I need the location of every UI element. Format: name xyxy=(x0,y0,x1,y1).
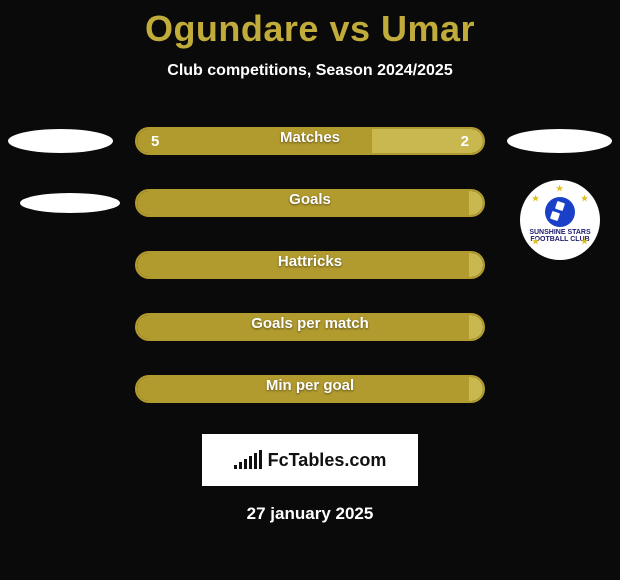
stat-bar-right: 2 xyxy=(372,129,483,153)
stat-bar: 52Matches xyxy=(135,127,485,155)
player-right-marker xyxy=(507,129,612,153)
stat-bar: Goals xyxy=(135,189,485,217)
stat-bar-left xyxy=(137,191,469,215)
snapshot-date: 27 january 2025 xyxy=(0,504,620,524)
stat-right-value: 2 xyxy=(461,133,469,150)
stat-left-value: 5 xyxy=(151,133,159,150)
stat-bar-left xyxy=(137,315,469,339)
stat-bar-right xyxy=(469,253,483,277)
stat-bar-right xyxy=(469,191,483,215)
ball-icon xyxy=(545,197,575,227)
stat-bar-left xyxy=(137,253,469,277)
stat-bar-left: 5 xyxy=(137,129,372,153)
stats-area: 52MatchesGoalsHattricksGoals per matchMi… xyxy=(0,118,620,412)
stat-bar: Min per goal xyxy=(135,375,485,403)
stat-row-matches: 52Matches xyxy=(0,118,620,164)
club-badge: ★ ★ ★ ★ ★ SUNSHINE STARS FOOTBALL CLUB xyxy=(520,180,600,260)
stat-bar: Goals per match xyxy=(135,313,485,341)
page-title: Ogundare vs Umar xyxy=(0,8,620,50)
stat-bar-left xyxy=(137,377,469,401)
brand-logo-icon xyxy=(234,451,262,469)
stat-row-mpg: Min per goal xyxy=(0,366,620,412)
comparison-widget: Ogundare vs Umar Club competitions, Seas… xyxy=(0,0,620,524)
brand-banner[interactable]: FcTables.com xyxy=(202,434,418,486)
page-subtitle: Club competitions, Season 2024/2025 xyxy=(0,62,620,80)
brand-name: FcTables.com xyxy=(268,450,387,471)
stat-row-gpm: Goals per match xyxy=(0,304,620,350)
stat-bar-right xyxy=(469,377,483,401)
stat-bar-right xyxy=(469,315,483,339)
player-left-marker xyxy=(8,129,113,153)
stat-bar: Hattricks xyxy=(135,251,485,279)
player-left-marker-small xyxy=(20,193,120,213)
